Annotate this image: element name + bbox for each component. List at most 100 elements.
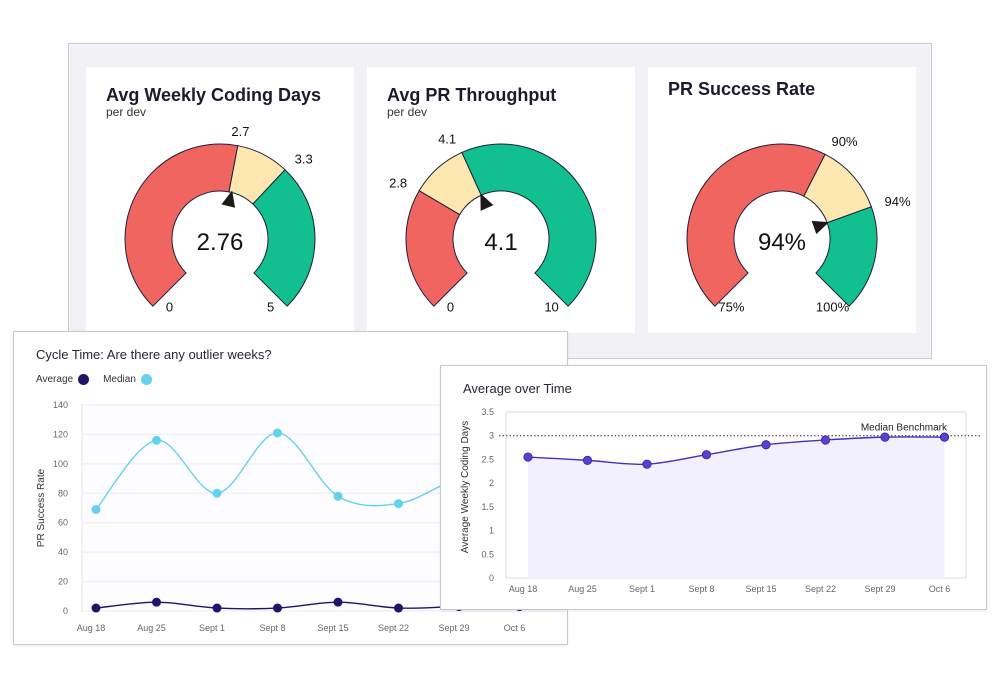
gauge-min-label: 0 [447,300,454,315]
y-tick-label: 100 [53,459,68,469]
x-tick-label: Sept 22 [805,584,836,594]
series-point [761,440,771,450]
y-tick-label: 40 [58,547,68,557]
average-over-time-plot: 0 0.5 1 1.5 2 2.5 3 3.5 Aug 18 Aug 25 Sept 1 Sept 8… [460,407,981,594]
y-tick-label: 140 [53,400,68,410]
gauge-card-coding-days: Avg Weekly Coding Days per dev 2.76 0 5 2.7… [86,67,354,333]
gauge-max-label: 10 [544,300,558,315]
x-tick-label: Oct 6 [504,623,526,633]
x-tick-label: Sept 29 [864,584,895,594]
y-axis-label: PR Success Rate [36,468,47,547]
series-average-point [273,603,282,613]
x-tick-label: Oct 6 [929,584,951,594]
series-average-point [91,603,101,613]
x-tick-label: Sept 1 [199,623,225,633]
x-tick-label: Sept 15 [317,623,348,633]
gauge-threshold-label: 94% [885,194,911,209]
gauge-segment-high [252,169,316,307]
series-average-point [152,597,161,607]
legend-label-average: Average [36,374,74,385]
area-fill [528,436,945,578]
y-tick-label: 1 [489,526,494,536]
gauge-segment-high [461,143,597,307]
y-tick-label: 0 [63,606,68,616]
gauge-threshold-label: 2.7 [231,124,249,139]
x-tick-label: Aug 18 [509,584,538,594]
y-axis-label: Average Weekly Coding Days [460,421,471,553]
x-tick-label: Sept 22 [378,623,409,633]
gauge-segment-low [686,143,826,307]
y-tick-label: 2 [489,478,494,488]
benchmark-label: Median Benchmark [861,423,948,434]
chart-legend: Average Median [36,374,152,385]
gauge-chart: 4.1 0 10 2.8 4.1 [389,132,597,315]
x-tick-label: Sept 8 [259,623,285,633]
series-average-point [394,603,403,613]
y-tick-label: 3 [489,431,494,441]
legend-swatch-average [78,374,90,385]
series-median-point [212,488,222,498]
legend-label-median: Median [103,374,136,385]
gauge-value: 4.1 [484,229,517,256]
y-tick-label: 3.5 [481,407,494,417]
x-tick-label: Aug 18 [77,623,106,633]
x-tick-label: Sept 8 [688,584,714,594]
y-tick-label: 80 [58,488,68,498]
gauge-chart: 2.76 0 5 2.7 3.3 [124,124,316,315]
gauge-threshold-label: 2.8 [389,176,407,191]
chart-title: Cycle Time: Are there any outlier weeks? [36,347,272,362]
gauge-subtitle: per dev [106,105,147,119]
series-line [527,436,945,466]
series-average-point [333,597,343,607]
gauge-title: Avg PR Throughput [387,85,557,105]
x-tick-label: Sept 1 [629,584,655,594]
gauge-pointer [480,193,494,211]
series-median-point [273,428,282,438]
legend-swatch-median [140,374,152,385]
series-point [523,452,533,462]
y-tick-label: 0.5 [481,549,494,559]
gauge-subtitle: per dev [387,105,428,119]
gauge-segment-low [124,143,239,307]
gauge-min-label: 75% [718,300,744,315]
x-tick-label: Sept 15 [745,584,776,594]
y-tick-label: 0 [489,573,494,583]
y-tick-label: 120 [53,429,68,439]
x-tick-label: Sept 29 [438,623,469,633]
gauge-title: PR Success Rate [668,79,816,99]
series-average-point [212,603,222,613]
series-point [880,432,890,442]
gauge-pointer [221,190,236,208]
gauge-threshold-label: 90% [831,134,857,149]
y-tick-label: 2.5 [481,454,494,464]
y-tick-label: 60 [58,518,68,528]
gauge-min-label: 0 [166,300,173,315]
gauge-card-pr-success: PR Success Rate 94% 75% 100% 90% 94% [648,67,916,333]
series-point [939,432,950,442]
series-median-point [152,435,161,445]
gauge-value: 94% [758,229,806,256]
y-tick-label: 20 [58,577,68,587]
gauge-title: Avg Weekly Coding Days [106,85,322,105]
x-tick-label: Aug 25 [568,584,597,594]
gauge-segment-high [815,206,878,307]
x-tick-label: Aug 25 [137,623,166,633]
gauge-chart: 94% 75% 100% 90% 94% [686,134,911,315]
series-point [642,459,652,469]
y-tick-label: 1.5 [481,502,494,512]
gauge-max-label: 5 [267,300,274,315]
series-median-point [333,491,343,501]
gauge-pointer [811,220,830,235]
gauge-value: 2.76 [197,229,244,256]
average-over-time-chart-card: Average over Time 0 0.5 1 1.5 2 2.5 3 3.5 Aug 18… [440,365,987,610]
series-median-point [394,499,403,509]
series-point [820,435,831,445]
series-median-point [91,504,101,514]
gauge-threshold-label: 4.1 [438,132,456,147]
gauge-card-pr-throughput: Avg PR Throughput per dev 4.1 0 10 2.8 4.1 [367,67,635,333]
gauge-threshold-label: 3.3 [295,152,313,167]
chart-title: Average over Time [463,381,572,396]
gauge-segment-low [405,189,468,307]
series-point [582,455,593,465]
series-point [701,450,712,460]
